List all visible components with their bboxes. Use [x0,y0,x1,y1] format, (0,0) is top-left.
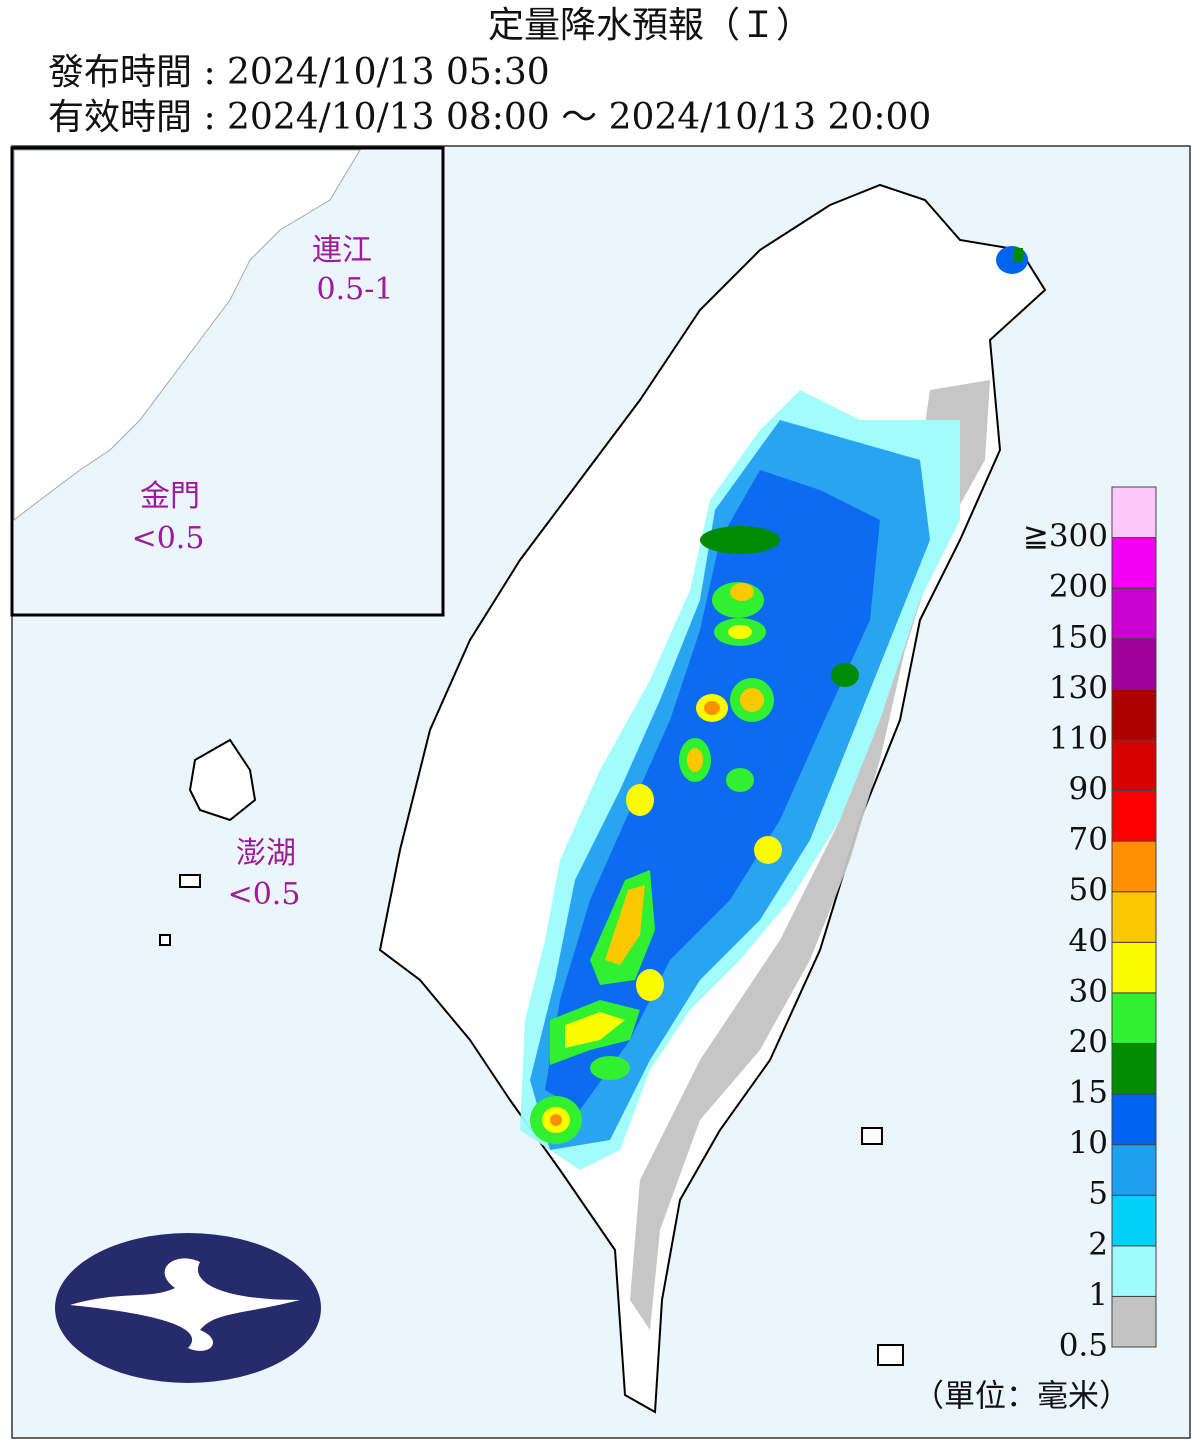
legend-swatch [1111,1194,1157,1247]
legend-label: 2 [1088,1226,1108,1262]
legend-label: 10 [1069,1125,1108,1161]
title: 定量降水預報（Ｉ） [488,5,812,46]
legend-label: 15 [1069,1075,1108,1111]
legend-swatch [1111,1093,1157,1146]
legend-swatch [1111,739,1157,792]
region-amount: <0.5 [132,521,205,556]
legend-swatch [1111,1144,1157,1196]
region-amount: 0.5-1 [317,272,394,307]
legend-label: 90 [1069,771,1108,807]
legend-label: 0.5 [1059,1328,1108,1364]
legend-swatch [1111,688,1157,741]
cwa-logo [55,1233,321,1383]
region-name: 澎湖 [236,836,296,871]
legend-swatch [1111,840,1157,893]
legend-label: 110 [1049,720,1108,756]
valid-time: 有效時間 : 2024/10/13 08:00 ～ 2024/10/13 20:… [48,97,931,138]
issue-time: 發布時間 : 2024/10/13 05:30 [48,52,550,93]
legend-swatch [1111,941,1157,994]
legend-unit: （單位：毫米） [913,1379,1130,1415]
legend-swatch [1111,790,1157,842]
legend-swatch [1111,638,1157,690]
legend-swatch [1111,486,1157,539]
legend-label: 40 [1069,923,1108,959]
legend-swatch [1111,891,1157,943]
legend-label: 30 [1069,973,1108,1009]
legend-label: 50 [1069,872,1108,908]
legend-label: 70 [1069,822,1108,858]
legend-swatch [1111,1042,1157,1095]
rain-cores [530,246,1028,1144]
legend-swatch [1111,992,1157,1044]
region-amount: <0.5 [228,877,301,912]
legend-swatch [1111,1295,1157,1348]
legend-swatch [1111,537,1157,589]
legend-label: 150 [1049,619,1108,655]
legend-label: 130 [1049,670,1108,706]
region-name: 金門 [140,479,200,514]
legend-label: 20 [1069,1024,1108,1060]
legend: 0.5 1 2 5 10 15 20 30 40 50 70 90 110 130 150 200 ≧300 [1023,486,1157,1364]
legend-swatch [1111,587,1157,640]
penghu [159,738,904,1366]
legend-label: 1 [1088,1277,1108,1313]
legend-swatch [1111,1245,1157,1297]
region-name: 連江 [312,233,372,268]
legend-label: ≧300 [1023,518,1108,554]
legend-label: 200 [1049,569,1108,605]
inset-coast [13,149,361,522]
legend-label: 5 [1088,1176,1108,1212]
